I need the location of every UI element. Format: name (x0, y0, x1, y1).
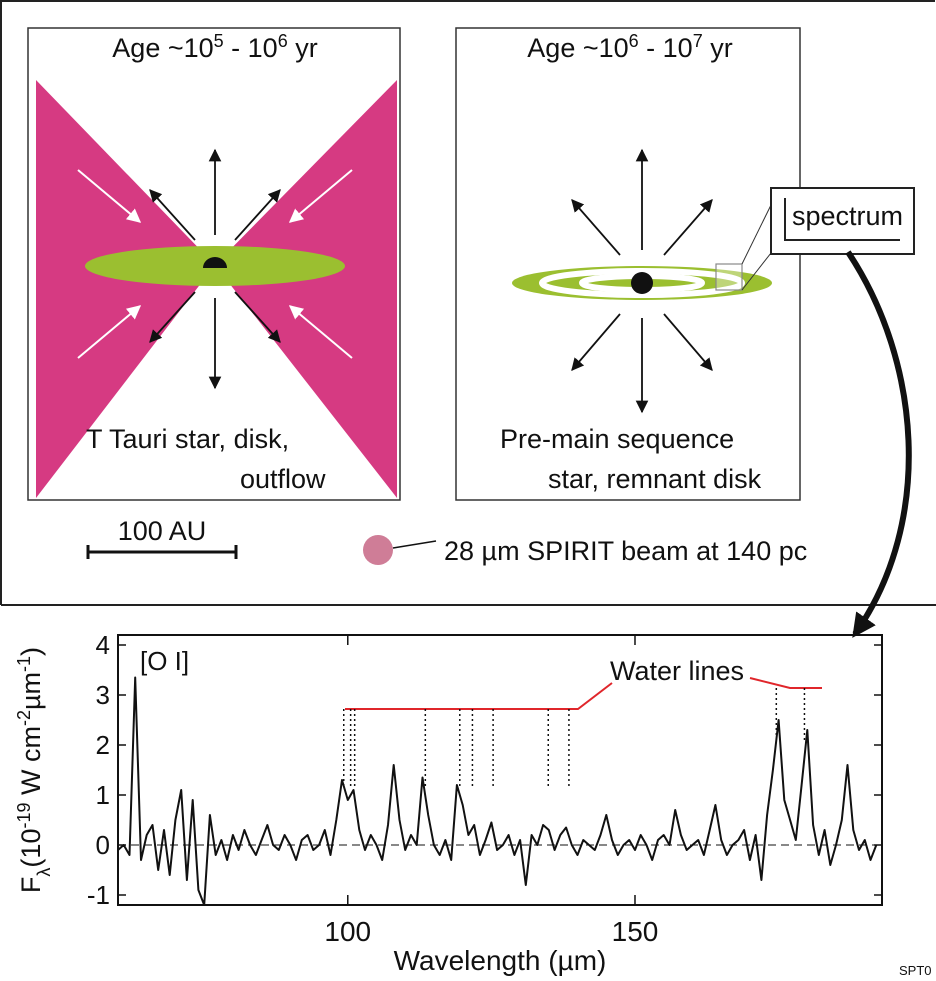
y-label-part: µm (16, 672, 46, 710)
annotation: Water lines (610, 656, 744, 686)
figure: Age ~105 - 106 yr T Tauri star, disk, ou… (0, 0, 936, 981)
y-tick-label: 0 (96, 830, 110, 860)
title-text: - 10 (224, 33, 278, 63)
plot-frame (118, 635, 882, 905)
y-label-part: -1 (14, 656, 34, 672)
caption: outflow (240, 464, 326, 494)
star (631, 272, 653, 294)
page: Age ~105 - 106 yr T Tauri star, disk, ou… (0, 0, 936, 981)
spectrum-line (118, 678, 876, 906)
bracket (345, 678, 822, 709)
title-exp: 6 (278, 31, 288, 51)
y-label-part: (10 (16, 829, 46, 868)
beam-label: 28 µm SPIRIT beam at 140 pc (444, 536, 807, 566)
scale-label: 100 AU (118, 516, 207, 546)
caption: star, remnant disk (548, 464, 762, 494)
y-tick-label: 1 (96, 780, 110, 810)
x-tick-label: 150 (612, 916, 659, 947)
y-label-part: -19 (14, 803, 34, 829)
beam-pointer (393, 541, 436, 548)
title-exp: 7 (693, 31, 703, 51)
panel-1: Age ~105 - 106 yr T Tauri star, disk, ou… (28, 28, 400, 500)
title-text: yr (288, 33, 318, 63)
x-tick-label: 100 (324, 916, 371, 947)
y-label-part: -2 (14, 710, 34, 726)
panel-2: spectrum Age ~106 - 107 yr Pre-main sequ… (456, 28, 914, 500)
annotation: [O I] (140, 646, 189, 676)
y-tick-label: -1 (87, 880, 110, 910)
y-label-part: ) (16, 647, 46, 656)
y-axis-label: Fλ(10-19 W cm-2µm-1) (14, 647, 54, 893)
scale-bar (88, 545, 236, 559)
y-tick-label: 4 (96, 630, 110, 660)
title-text: yr (703, 33, 733, 63)
title-text: - 10 (639, 33, 693, 63)
title-text: Age ~10 (112, 33, 213, 63)
caption: T Tauri star, disk, (86, 424, 289, 454)
link-arrow (848, 252, 909, 634)
y-label-part: F (16, 877, 46, 894)
caption: Pre-main sequence (500, 424, 734, 454)
y-label-part: λ (34, 868, 54, 877)
credit: SPT0 (899, 963, 932, 978)
title-exp: 5 (214, 31, 224, 51)
y-label-part: W cm (16, 726, 46, 802)
y-tick-label: 2 (96, 730, 110, 760)
x-axis-label: Wavelength (µm) (394, 945, 607, 976)
title-exp: 6 (629, 31, 639, 51)
zoom-box (716, 264, 742, 290)
beam-circle (363, 535, 393, 565)
y-tick-label: 3 (96, 680, 110, 710)
title-text: Age ~10 (527, 33, 628, 63)
inset-label: spectrum (792, 201, 903, 231)
